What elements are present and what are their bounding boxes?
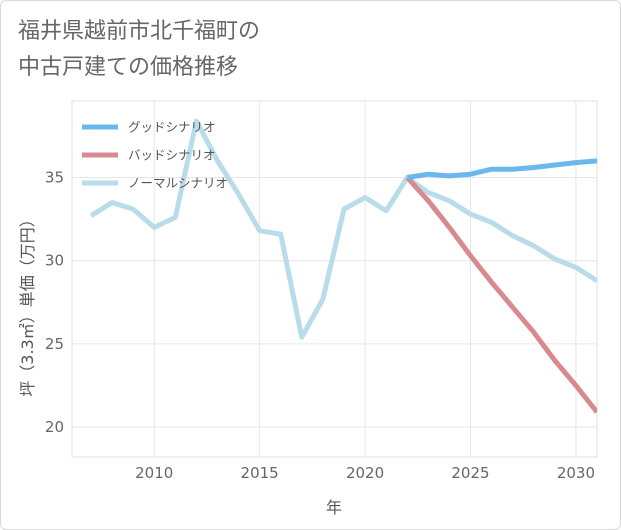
- series-layer: [89, 118, 597, 414]
- series-line-0: [406, 158, 597, 180]
- y-tick-label: 30: [45, 252, 64, 270]
- chart-title: 福井県越前市北千福町の 中古戸建ての価格推移: [18, 14, 260, 86]
- x-tick-label: 2030: [557, 464, 595, 482]
- x-tick-label: 2020: [346, 464, 384, 482]
- legend-label-1: バッドシナリオ: [128, 148, 216, 163]
- x-axis-title: 年: [326, 498, 342, 517]
- legend-label-2: ノーマルシナリオ: [128, 176, 228, 191]
- y-axis-title: 坪（3.3㎡）単価（万円）: [18, 211, 37, 396]
- x-tick-label: 2025: [451, 464, 489, 482]
- grid-lines: [72, 101, 597, 457]
- series-line-1: [405, 175, 597, 414]
- y-tick-label: 35: [45, 169, 64, 187]
- x-tick-label: 2010: [135, 464, 173, 482]
- y-tick-label: 25: [45, 335, 64, 353]
- chart-title-line-1: 福井県越前市北千福町の: [18, 19, 261, 44]
- x-tick-label: 2015: [241, 464, 279, 482]
- chart-title-line-2: 中古戸建ての価格推移: [18, 55, 239, 80]
- series-line-2: [89, 118, 597, 340]
- legend-label-0: グッドシナリオ: [128, 120, 216, 135]
- y-tick-label: 20: [45, 418, 64, 436]
